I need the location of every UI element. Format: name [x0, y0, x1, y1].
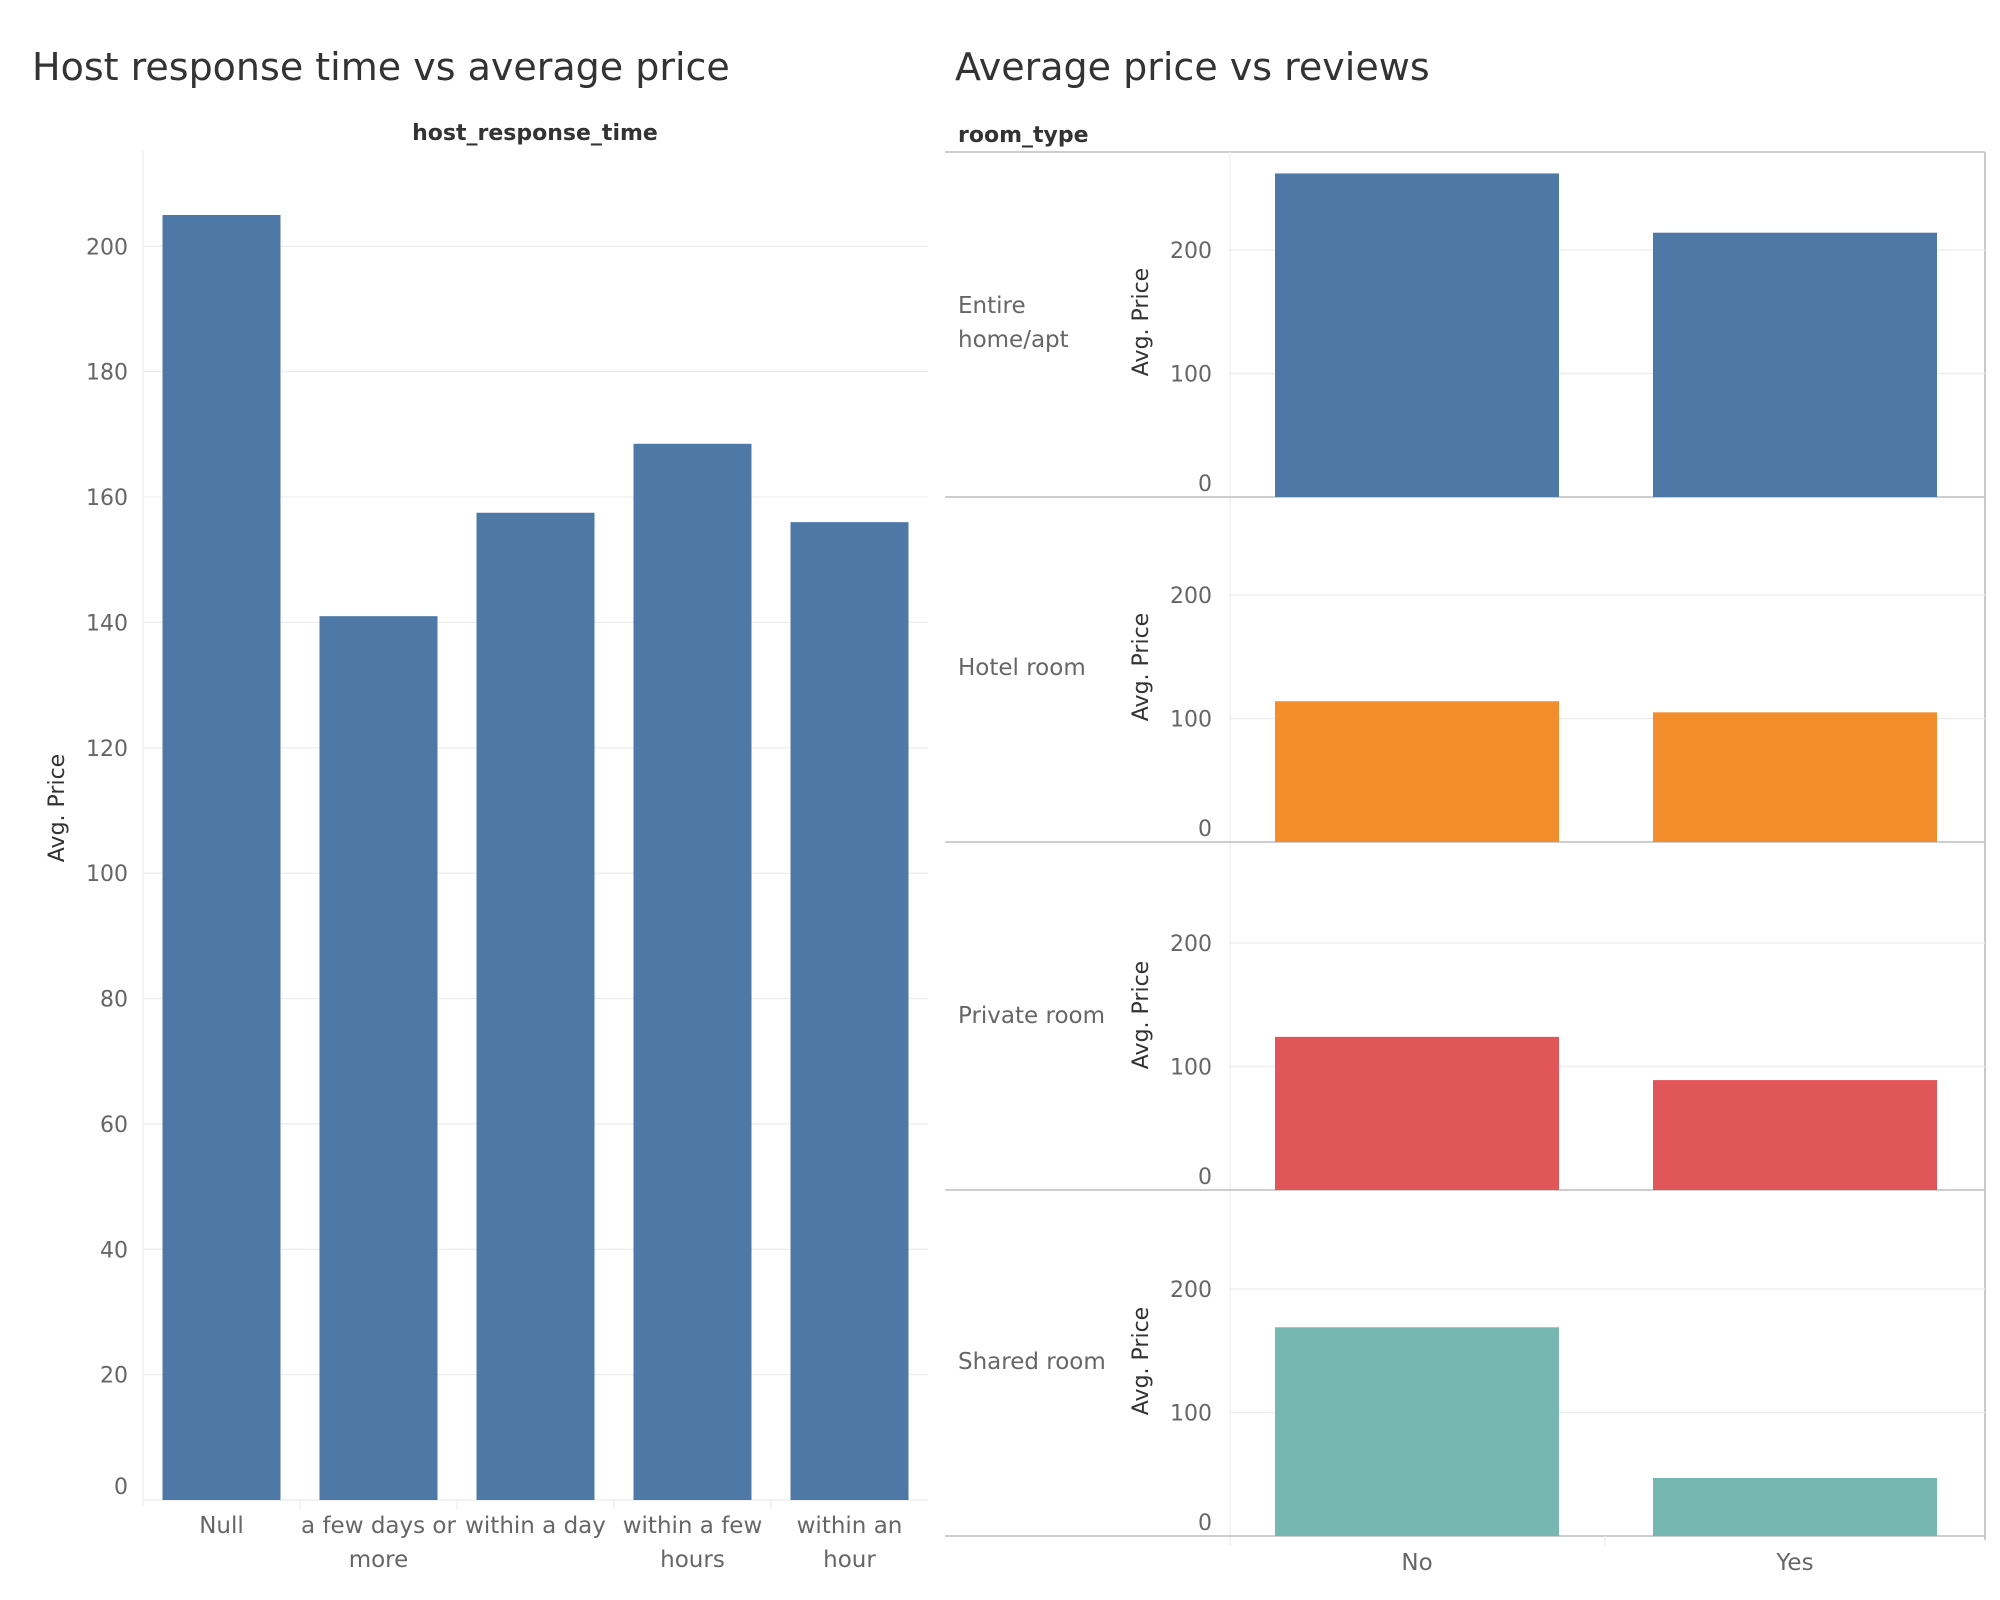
right-row-label: home/apt — [958, 327, 1069, 353]
right-y-axis-label: Avg. Price — [1129, 1307, 1154, 1415]
left-y-tick-label: 180 — [86, 361, 128, 386]
right-bar — [1275, 701, 1559, 842]
right-row-label: Private room — [958, 1003, 1105, 1029]
right-y-tick-label: 200 — [1170, 1278, 1212, 1303]
right-bar — [1653, 232, 1937, 497]
left-y-axis-label: Avg. Price — [45, 754, 70, 862]
left-category-label: Null — [199, 1513, 244, 1539]
right-y-axis-label: Avg. Price — [1129, 961, 1154, 1069]
left-y-tick-label: 40 — [100, 1238, 128, 1263]
left-chart: 0 20 40 60 80 100 120 140 160 180 200 Avg. Price Nul… — [45, 150, 928, 1573]
left-category-label: hours — [660, 1547, 725, 1573]
left-category-label: hour — [823, 1547, 876, 1573]
right-y-axis-label: Avg. Price — [1129, 613, 1154, 721]
left-y-tick-label: 20 — [100, 1364, 128, 1389]
right-bar — [1653, 712, 1937, 842]
left-category-label: more — [349, 1547, 409, 1573]
left-y-tick-label: 160 — [86, 486, 128, 511]
left-category-label: within a day — [465, 1513, 606, 1539]
left-y-tick-label: 120 — [86, 737, 128, 762]
right-row-label: Entire — [958, 293, 1026, 319]
right-y-tick-label: 0 — [1198, 817, 1212, 842]
right-y-tick-label: 0 — [1198, 472, 1212, 497]
right-y-axis-label: Avg. Price — [1129, 268, 1154, 376]
right-y-tick-label: 0 — [1198, 1511, 1212, 1536]
left-y-tick-label: 80 — [100, 988, 128, 1013]
right-bar — [1653, 1477, 1937, 1536]
right-y-tick-label: 200 — [1170, 584, 1212, 609]
right-bar — [1275, 1036, 1559, 1190]
left-y-tick-label: 0 — [114, 1475, 128, 1500]
left-y-tick-label: 200 — [86, 235, 128, 260]
right-bar — [1275, 1327, 1559, 1536]
right-panel: 0 100 200 Avg. Price Private room — [945, 932, 1985, 1191]
right-bar — [1275, 173, 1559, 497]
left-y-tick-label: 60 — [100, 1113, 128, 1138]
left-bar — [162, 215, 281, 1500]
right-y-tick-label: 200 — [1170, 239, 1212, 264]
left-column-header: host_response_time — [412, 121, 658, 146]
right-y-tick-label: 100 — [1170, 708, 1212, 733]
right-panel: 0 100 200 Avg. Price Shared room — [945, 1278, 1985, 1537]
left-y-tick-label: 100 — [86, 862, 128, 887]
left-category-label: within an — [797, 1513, 903, 1539]
left-bar — [633, 443, 752, 1500]
left-category-label: within a few — [623, 1513, 763, 1539]
right-y-tick-label: 100 — [1170, 1402, 1212, 1427]
right-y-tick-label: 0 — [1198, 1165, 1212, 1190]
left-bar — [790, 522, 909, 1500]
left-chart-title: Host response time vs average price — [32, 45, 730, 89]
right-chart-title: Average price vs reviews — [955, 45, 1430, 89]
right-category-label: Yes — [1775, 1550, 1813, 1576]
left-y-tick-label: 140 — [86, 611, 128, 636]
right-row-header: room_type — [958, 123, 1089, 148]
left-bar — [319, 616, 438, 1500]
left-bar — [476, 512, 595, 1500]
right-row-label: Hotel room — [958, 655, 1086, 681]
right-y-tick-label: 100 — [1170, 363, 1212, 388]
right-bar — [1653, 1080, 1937, 1190]
right-row-label: Shared room — [958, 1349, 1106, 1375]
right-y-tick-label: 100 — [1170, 1056, 1212, 1081]
right-panel: 0 100 200 Avg. Price Entire home/apt — [945, 173, 1985, 498]
right-panel: 0 100 200 Avg. Price Hotel room — [945, 584, 1985, 843]
right-y-tick-label: 200 — [1170, 932, 1212, 957]
right-chart: 0 100 200 Avg. Price Entire home/apt 0 100 200 Av… — [945, 151, 1986, 1576]
right-category-label: No — [1401, 1550, 1432, 1576]
left-category-label: a few days or — [301, 1513, 456, 1539]
